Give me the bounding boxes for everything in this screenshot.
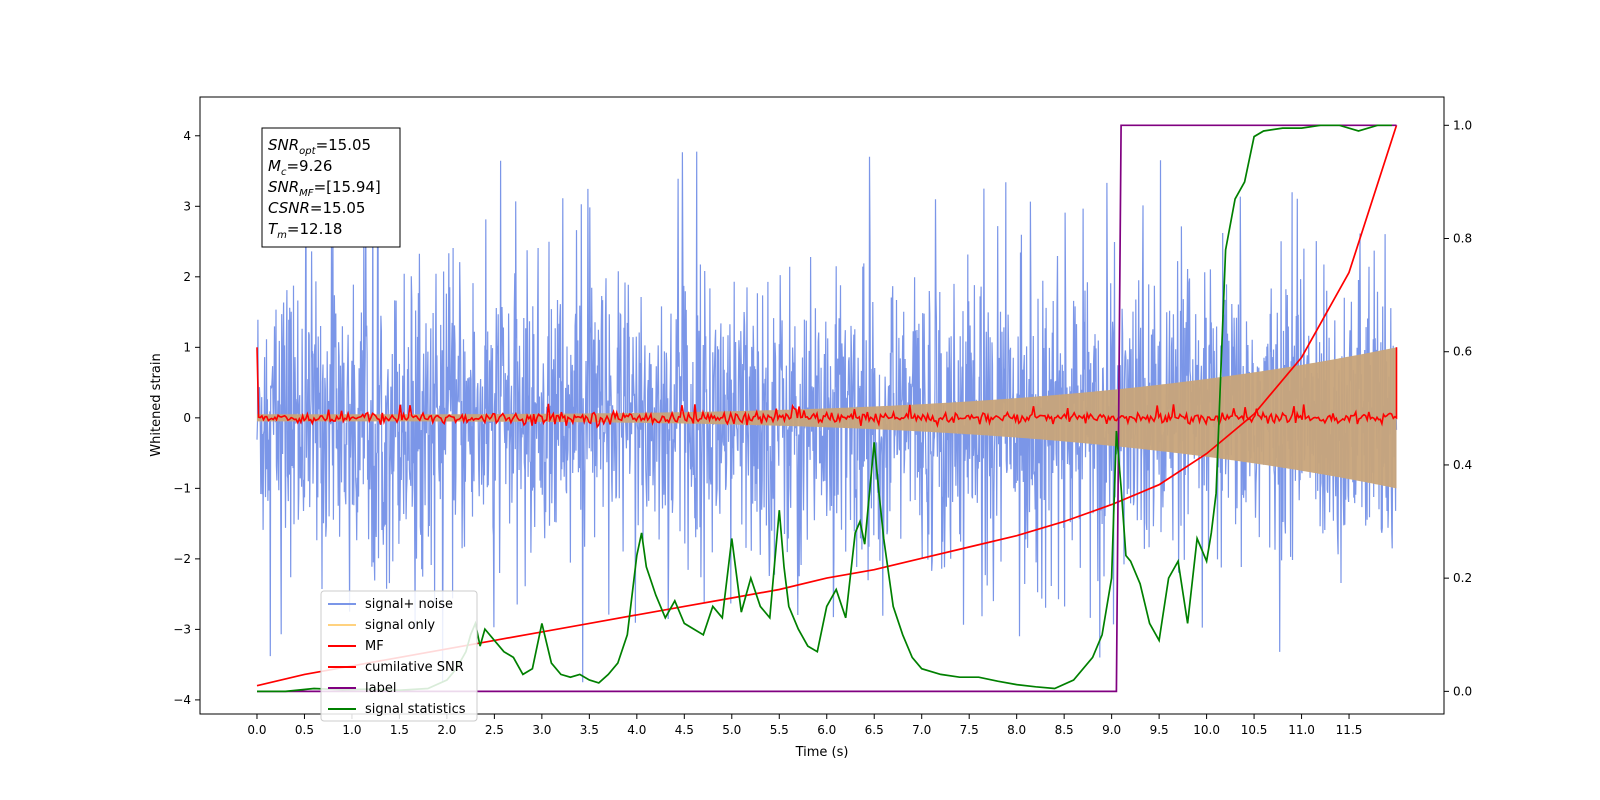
series-mf xyxy=(256,347,1398,429)
legend-label: signal statistics xyxy=(365,702,466,717)
annotation-line: Mc=9.26 xyxy=(268,157,332,178)
y-tick-label: 2 xyxy=(183,270,191,284)
x-tick-label: 7.0 xyxy=(912,723,931,737)
x-tick-label: 2.0 xyxy=(437,723,456,737)
annotation-line: Tm=12.18 xyxy=(268,220,342,241)
x-tick-label: 1.5 xyxy=(390,723,409,737)
annotation-subscript: MF xyxy=(299,188,314,199)
x-tick-label: 10.0 xyxy=(1193,723,1220,737)
y-tick-label: 0 xyxy=(183,411,191,425)
y-tick-label: −2 xyxy=(173,552,191,566)
x-tick-label: 1.0 xyxy=(342,723,361,737)
x-tick-label: 5.0 xyxy=(722,723,741,737)
x-tick-label: 11.5 xyxy=(1336,723,1363,737)
annotation-value: =12.18 xyxy=(287,220,343,238)
x-tick-label: 4.0 xyxy=(627,723,646,737)
x-tick-label: 9.0 xyxy=(1102,723,1121,737)
legend-label: label xyxy=(365,681,396,696)
annotation-box: SNRopt=15.05Mc=9.26SNRMF=[15.94]CSNR=15.… xyxy=(261,127,401,248)
y2-tick-label: 0.8 xyxy=(1453,232,1472,246)
x-tick-label: 8.5 xyxy=(1055,723,1074,737)
x-tick-label: 6.0 xyxy=(817,723,836,737)
x-tick-label: 3.0 xyxy=(532,723,551,737)
y-tick-label: 3 xyxy=(183,199,191,213)
x-tick-label: 5.5 xyxy=(770,723,789,737)
y-tick-label: 1 xyxy=(183,340,191,354)
annotation-frame xyxy=(261,127,401,248)
annotation-value: =[15.94] xyxy=(314,178,381,196)
plot-frame xyxy=(199,96,1445,715)
y-tick-label: −4 xyxy=(173,693,191,707)
annotation-symbol: M xyxy=(268,157,281,175)
legend-label: cumilative SNR xyxy=(365,660,464,675)
series-signal-statistics xyxy=(257,124,1392,693)
x-tick-label: 8.0 xyxy=(1007,723,1026,737)
x-tick-label: 9.5 xyxy=(1150,723,1169,737)
y-tick-label: 4 xyxy=(183,129,191,143)
annotation-line: SNRopt=15.05 xyxy=(268,136,371,157)
annotation-subscript: opt xyxy=(299,146,316,157)
legend: signal+ noise signal only MF cumilative SNR… xyxy=(320,590,478,722)
y2-tick-label: 0.6 xyxy=(1453,345,1472,359)
annotation-value: =9.26 xyxy=(286,157,332,175)
annotation-subscript: c xyxy=(281,167,287,178)
y-tick-label: −1 xyxy=(173,481,191,495)
y2-tick-label: 0.2 xyxy=(1453,571,1472,585)
annotation-symbol: SNR xyxy=(268,178,299,196)
y-tick-label: −3 xyxy=(173,622,191,636)
x-tick-label: 0.0 xyxy=(247,723,266,737)
annotation-value: =15.05 xyxy=(316,136,372,154)
annotation-line: CSNR=15.05 xyxy=(268,199,365,217)
annotation-symbol: CSNR xyxy=(268,199,310,217)
x-tick-label: 4.5 xyxy=(675,723,694,737)
x-tick-label: 2.5 xyxy=(485,723,504,737)
x-tick-label: 7.5 xyxy=(960,723,979,737)
x-axis: 0.0 0.5 1.0 1.5 2.0 2.5 3.0 3.5 4.0 4.5 5.0 5.5 6.0 6… xyxy=(247,714,1362,737)
series-signal-only xyxy=(257,347,1397,489)
legend-label: signal only xyxy=(365,618,435,633)
legend-frame xyxy=(320,590,478,722)
annotation-symbol: T xyxy=(268,220,279,238)
y2-tick-label: 1.0 xyxy=(1453,118,1472,132)
x-tick-label: 6.5 xyxy=(865,723,884,737)
x-tick-label: 0.5 xyxy=(295,723,314,737)
y-axis-right: 0.0 0.2 0.4 0.6 0.8 1.0 xyxy=(1444,118,1472,698)
annotation-value: =15.05 xyxy=(310,199,366,217)
x-tick-label: 11.0 xyxy=(1288,723,1315,737)
y2-tick-label: 0.0 xyxy=(1453,684,1472,698)
x-tick-label: 10.5 xyxy=(1241,723,1268,737)
annotation-line: SNRMF=[15.94] xyxy=(268,178,381,199)
y2-tick-label: 0.4 xyxy=(1453,458,1472,472)
x-axis-label: Time (s) xyxy=(795,745,849,760)
y-axis-left: −4 −3 −2 −1 0 1 2 3 4 xyxy=(173,129,200,707)
annotation-subscript: m xyxy=(277,230,287,241)
legend-label: MF xyxy=(365,639,384,654)
series-label xyxy=(257,124,1397,693)
y-axis-label: Whitened strain xyxy=(149,353,164,456)
x-tick-label: 3.5 xyxy=(580,723,599,737)
annotation-symbol: SNR xyxy=(268,136,299,154)
legend-label: signal+ noise xyxy=(365,597,453,612)
